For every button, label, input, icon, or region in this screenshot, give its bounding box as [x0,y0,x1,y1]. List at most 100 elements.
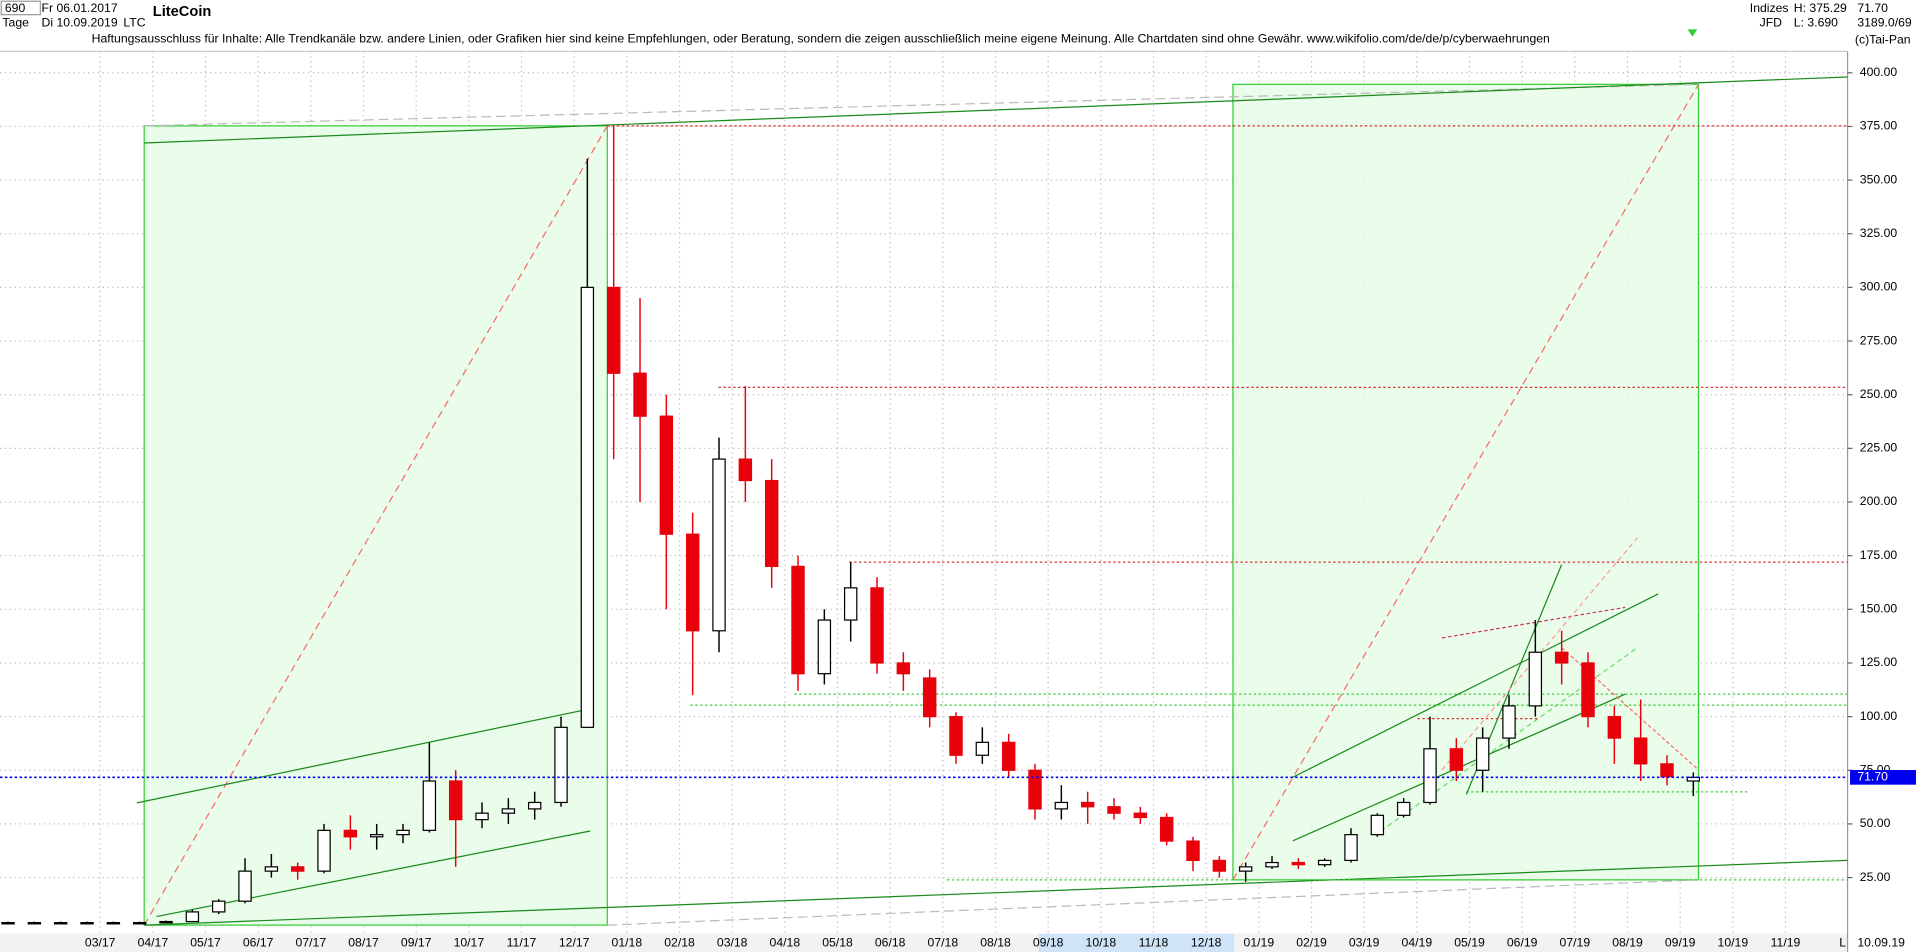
candle-body [159,920,173,924]
candle-body [396,829,410,836]
candle-body [606,286,621,374]
y-tick-label: 400.00 [1860,65,1898,79]
x-tick-label: 08/17 [348,936,379,950]
scale[interactable]: L [1839,936,1846,950]
x-tick-label: 07/17 [296,936,327,950]
candle-body [422,780,437,831]
copyright: (c)Tai-Pan [1855,33,1911,47]
x-tick-label: 10/17 [454,936,485,950]
trendline [1441,537,1638,771]
y-tick-label: 125.00 [1860,655,1898,669]
candle-body [922,677,937,718]
arc [144,83,1699,127]
candle-body [1212,859,1227,872]
counter: 3189.0/69 [1857,15,1912,29]
disclaimer: Haftungsausschluss für Inhalte: Alle Tre… [92,31,1550,45]
candle-body [1186,840,1200,862]
y-tick-label: 175.00 [1860,548,1898,562]
x-tick-label: 06/19 [1507,936,1538,950]
candle-body [843,587,858,621]
trendline [144,76,1848,144]
candle-body [896,662,911,675]
x-tick-label: 09/19 [1665,936,1696,950]
group: Indizes [1750,1,1789,15]
candle-body [501,808,516,814]
period[interactable]: Tage [2,15,29,29]
symbol: LTC [123,15,145,29]
y-tick-label: 225.00 [1860,441,1898,455]
x-tick-label: 09/17 [401,936,432,950]
candle-body [554,726,568,804]
y-tick-label: 375.00 [1860,119,1898,133]
candle-body [580,286,595,728]
x-tick-label: 06/17 [243,936,274,950]
candle-body [290,866,305,872]
candle-body [53,922,68,925]
diagonal [1232,84,1700,881]
bars: 690 [5,1,26,15]
high-label: H: 375.29 [1794,1,1847,15]
candle-body [659,415,674,535]
x-tick-label: 11/18 [1139,936,1169,950]
low-label: L: 3.690 [1794,15,1838,29]
candle-body [106,922,121,925]
candle-body [633,372,647,417]
candle-body [791,565,805,675]
x-tick-label: 07/18 [928,936,959,950]
x-tick-label: 05/18 [822,936,853,950]
x-tick-label: 12/17 [559,936,590,950]
x-tick-label: 10/19 [1718,936,1749,950]
candle-body [264,866,279,872]
x-tick-label: 06/18 [875,936,906,950]
x-tick-label: 05/19 [1454,936,1485,950]
x-tick-label: 03/18 [717,936,748,950]
candle-body [1238,866,1253,872]
candle-body [949,716,963,756]
candle-body [1528,651,1543,707]
x-tick-label: 08/18 [980,936,1011,950]
from-date: Fr 06.01.2017 [42,1,118,15]
candle-body [1054,801,1069,810]
candle-body [1396,801,1411,816]
y-tick-label: 150.00 [1860,602,1898,616]
candle-body [1159,816,1174,842]
last-value-box [1850,770,1916,785]
x-tick-label: 04/18 [770,936,801,950]
candle-body [475,812,489,821]
x-axis-band [0,933,1848,952]
candle-body [211,900,226,913]
candle-body [317,829,331,872]
x-tick-label: 11/19 [1771,936,1801,950]
candle-body [712,458,726,632]
drawings [136,76,1848,926]
end-date: 10.09.19 [1857,936,1905,950]
candle-body [1607,716,1622,739]
candle-body [27,922,42,925]
x-tick-label: 09/18 [1033,936,1064,950]
candle-body [1,922,15,925]
diagonal [143,125,608,926]
x-tick-label: 05/17 [190,936,221,950]
y-tick-label: 250.00 [1860,387,1898,401]
candle-body [1080,801,1095,808]
x-tick-label: 03/17 [85,936,116,950]
candle-body [1317,859,1332,866]
x-tick-label: 03/19 [1349,936,1380,950]
candle-body [1107,806,1121,814]
x-tick-label: 08/19 [1612,936,1643,950]
y-tick-label: 350.00 [1860,172,1898,186]
marker [1687,29,1698,37]
x-tick-label: 12/18 [1191,936,1222,950]
candle-body [448,780,463,821]
candle-body [764,479,779,568]
trendline [1292,593,1659,778]
candle-body [1554,651,1569,664]
bars-box[interactable] [0,0,41,16]
y-tick-label: 200.00 [1860,494,1898,508]
candle-body [132,922,147,925]
candle-body [1502,705,1516,739]
last-value-label: 71.70 [1857,770,1888,784]
y-tick-label: 100.00 [1860,709,1898,723]
